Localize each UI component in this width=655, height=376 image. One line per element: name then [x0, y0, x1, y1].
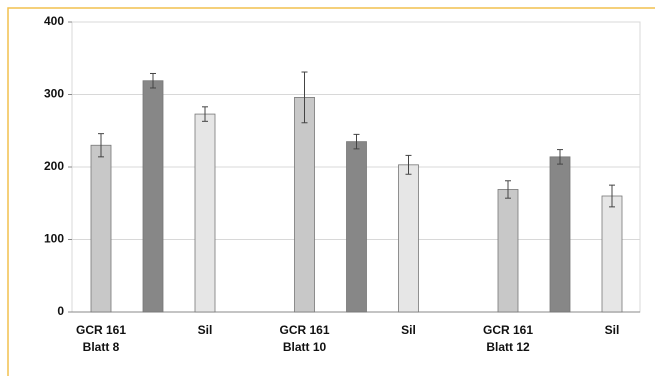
y-tick-label: 300	[44, 87, 64, 101]
x-tick-label: Sil	[401, 323, 416, 337]
x-tick-label: Sil	[604, 323, 620, 337]
bar	[549, 156, 571, 313]
bar	[194, 113, 216, 313]
frame-border	[7, 7, 655, 376]
y-tick-label: 400	[44, 14, 64, 28]
bar	[346, 141, 367, 313]
x-tick-label: GCR 161 Blatt 8	[75, 323, 127, 354]
bar	[398, 164, 419, 313]
y-tick-label: 0	[57, 304, 64, 318]
bar	[497, 189, 519, 313]
x-tick-label: GCR 161 Blatt 12	[482, 323, 534, 354]
y-tick-label: 200	[44, 159, 64, 173]
bar	[142, 80, 164, 313]
x-tick-label: GCR 161 Blatt 10	[279, 323, 330, 354]
y-tick-label: 100	[44, 232, 64, 246]
bar	[601, 195, 623, 313]
x-tick-label: Sil	[197, 323, 213, 337]
bar	[294, 97, 315, 313]
bar	[90, 144, 112, 313]
